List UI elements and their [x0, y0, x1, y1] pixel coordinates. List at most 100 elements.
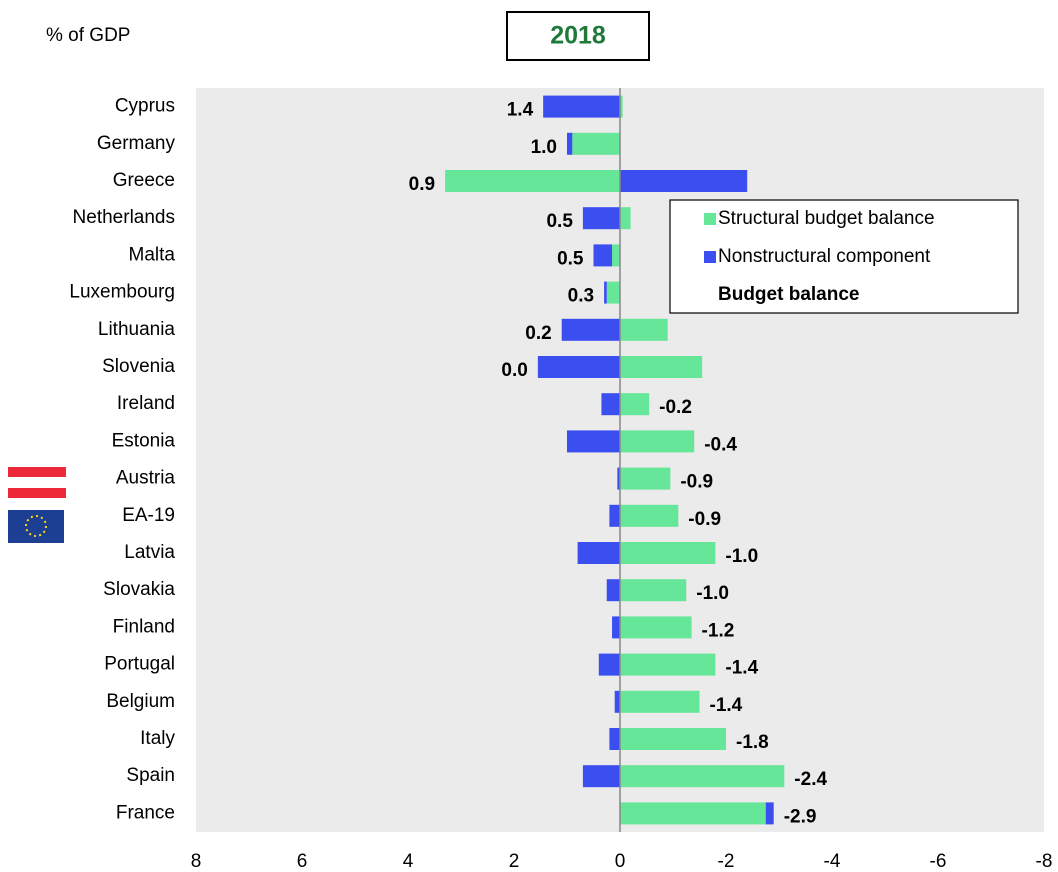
x-tick-label: 8	[191, 851, 202, 872]
bar-segment	[620, 207, 631, 230]
y-tick-label: Spain	[126, 765, 175, 786]
legend-label: Structural budget balance	[718, 208, 935, 229]
bar-segment	[620, 802, 766, 825]
data-label: 1.4	[507, 100, 534, 121]
bar-segment	[567, 132, 573, 155]
x-tick-label: 6	[297, 851, 308, 872]
bar-segment	[620, 356, 703, 378]
bar-segment	[620, 318, 668, 341]
data-label: -1.0	[725, 546, 758, 567]
x-tick-label: -8	[1036, 851, 1053, 872]
data-label: -1.8	[736, 732, 769, 753]
bar-segment	[543, 95, 620, 118]
y-tick-label: Greece	[113, 170, 175, 191]
data-label: 0.2	[525, 323, 551, 344]
bar-segment	[445, 170, 620, 192]
bar-segment	[601, 393, 620, 416]
title-box	[506, 11, 650, 61]
x-tick-label: 4	[403, 851, 414, 872]
y-tick-label: Italy	[140, 728, 175, 749]
bar-segment	[617, 467, 620, 490]
data-label: 0.9	[409, 174, 435, 195]
y-tick-label: Luxembourg	[69, 282, 175, 303]
bar-segment	[620, 765, 785, 788]
bar-segment	[612, 244, 620, 267]
x-tick-label: -2	[718, 851, 735, 872]
bar-segment	[620, 393, 650, 416]
bar-segment	[609, 504, 620, 527]
bar-segment	[620, 170, 748, 192]
y-tick-label: France	[116, 802, 175, 823]
bar-segment	[609, 728, 620, 750]
bar-segment	[620, 728, 726, 750]
data-label: -1.4	[710, 695, 743, 716]
data-label: -0.4	[704, 434, 737, 455]
x-tick-label: -6	[930, 851, 947, 872]
bar-segment	[620, 616, 692, 639]
data-label: -2.4	[794, 769, 827, 790]
chart-title: 2018	[550, 22, 606, 50]
bar-segment	[620, 95, 623, 118]
y-tick-label: Austria	[116, 468, 176, 489]
data-label: -1.2	[702, 620, 735, 641]
legend-marker	[704, 213, 716, 225]
bar-segment	[765, 802, 774, 825]
y-tick-label: Cyprus	[115, 96, 175, 117]
data-label: 1.0	[531, 137, 557, 158]
bar-segment	[606, 579, 620, 602]
y-tick-label: Portugal	[104, 654, 175, 675]
bar-segment	[614, 690, 620, 713]
data-label: -0.9	[680, 472, 713, 493]
bar-segment	[567, 430, 620, 453]
data-label: 0.0	[501, 360, 527, 381]
legend-box	[669, 199, 1019, 314]
bar-segment	[593, 244, 613, 267]
y-tick-label: Germany	[97, 133, 176, 154]
bar-segment	[572, 132, 620, 155]
y-tick-label: Netherlands	[73, 207, 175, 228]
y-tick-label: Belgium	[106, 691, 175, 712]
legend-marker	[704, 251, 716, 263]
bar-segment	[606, 281, 620, 304]
y-tick-label: Latvia	[124, 542, 175, 563]
eu-flag	[8, 510, 64, 543]
bar-segment	[620, 542, 716, 564]
data-label: 0.3	[568, 286, 594, 307]
bar-segment	[620, 504, 679, 527]
bar-segment	[604, 281, 607, 304]
bar-segment	[620, 467, 671, 490]
legend-label: Nonstructural component	[718, 246, 931, 267]
bar-segment	[582, 765, 620, 788]
bar-segment	[577, 542, 620, 564]
x-tick-label: -4	[824, 851, 841, 872]
data-label: 0.5	[557, 248, 584, 269]
bar-segment	[598, 653, 620, 676]
data-label: -0.2	[659, 397, 692, 418]
data-label: -0.9	[688, 509, 721, 530]
bar-segment	[620, 430, 695, 453]
bar-segment	[582, 207, 620, 230]
subtitle: % of GDP	[46, 25, 130, 46]
x-tick-label: 2	[509, 851, 520, 872]
y-tick-label: Ireland	[117, 393, 175, 414]
data-label: -1.4	[725, 658, 758, 679]
y-tick-label: Finland	[113, 616, 175, 637]
bar-segment	[620, 653, 716, 676]
bar-segment	[620, 690, 700, 713]
y-tick-label: Malta	[129, 244, 176, 265]
y-tick-label: Slovakia	[103, 579, 175, 600]
y-tick-label: Lithuania	[98, 319, 176, 340]
bar-segment	[612, 616, 620, 639]
data-label: 0.5	[546, 211, 573, 232]
x-tick-label: 0	[615, 851, 626, 872]
data-label: -1.0	[696, 583, 729, 604]
data-label: -2.9	[784, 806, 817, 827]
legend-label: Budget balance	[718, 284, 859, 305]
bar-segment	[561, 318, 620, 341]
y-tick-label: Estonia	[112, 430, 176, 451]
y-tick-label: EA-19	[122, 505, 175, 526]
y-tick-label: Slovenia	[102, 356, 175, 377]
bar-segment	[620, 579, 687, 602]
bar-segment	[537, 356, 620, 378]
